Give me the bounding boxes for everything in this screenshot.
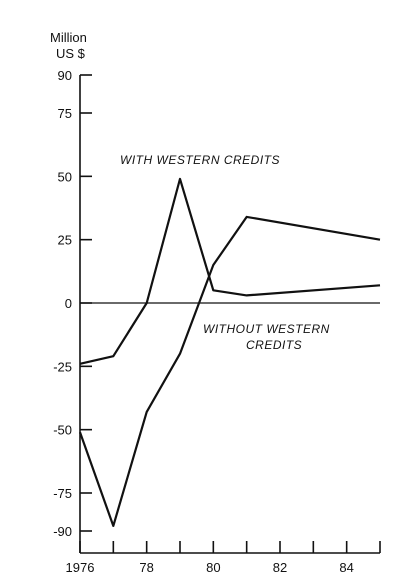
y-ticks: 90 75 50 25 0 -25 -50 -75 -90 (53, 68, 92, 539)
annotation-without-western-credits: WITHOUT WESTERN CREDITS (203, 322, 330, 352)
x-tick-label: 1976 (66, 560, 95, 575)
y-tick-label: 50 (58, 169, 72, 184)
y-unit-label: Million US $ (50, 30, 87, 61)
y-tick-label: -50 (53, 423, 72, 438)
x-tick-label: 84 (339, 560, 353, 575)
y-tick-label: 0 (65, 296, 72, 311)
annotation-with-western-credits: WITH WESTERN CREDITS (120, 153, 280, 167)
x-ticks: 1976 78 80 82 84 (66, 541, 381, 575)
y-tick-label: 90 (58, 68, 72, 83)
x-tick-label: 78 (139, 560, 153, 575)
annotation-with-line-1: WITH WESTERN CREDITS (120, 153, 280, 167)
y-tick-label: -75 (53, 486, 72, 501)
x-tick-label: 82 (273, 560, 287, 575)
annotation-without-line-1: WITHOUT WESTERN (203, 322, 330, 336)
annotation-without-line-2: CREDITS (246, 338, 302, 352)
y-tick-label: -25 (53, 359, 72, 374)
y-unit-label-line-1: Million (50, 30, 87, 45)
series-line-with-western-credits (79, 177, 381, 365)
y-tick-label: 75 (58, 106, 72, 121)
x-tick-label: 80 (206, 560, 220, 575)
series-line-without-western-credits (78, 215, 381, 528)
series-lines (78, 177, 381, 528)
y-tick-label: 25 (58, 233, 72, 248)
y-unit-label-line-2: US $ (56, 46, 86, 61)
y-tick-label: -90 (53, 524, 72, 539)
